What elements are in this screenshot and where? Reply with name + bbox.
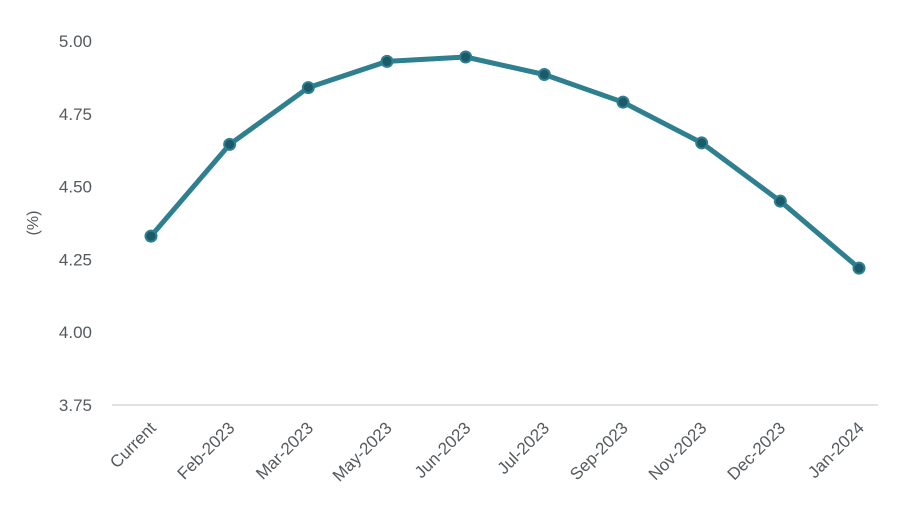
data-point [380, 54, 394, 68]
series-lines [148, 54, 862, 271]
data-point [537, 67, 551, 81]
x-tick-label: Jan-2024 [804, 418, 868, 482]
x-tick-label: Dec-2023 [724, 418, 790, 484]
data-point [852, 261, 866, 275]
data-point [695, 136, 709, 150]
data-point [459, 50, 473, 64]
y-tick-label: 4.25 [59, 250, 92, 269]
data-point [616, 95, 630, 109]
y-tick-label: 3.75 [59, 396, 92, 415]
series-points [144, 50, 866, 275]
x-tick-label: Nov-2023 [645, 418, 711, 484]
y-tick-label: 4.50 [59, 178, 92, 197]
x-tick-label: May-2023 [329, 418, 396, 485]
x-tick-label: Feb-2023 [174, 418, 239, 483]
series-line [148, 54, 862, 271]
data-point [773, 194, 787, 208]
y-tick-label: 5.00 [59, 32, 92, 51]
x-tick-label: Sep-2023 [566, 418, 632, 484]
data-point [144, 229, 158, 243]
y-axis-label: (%) [25, 211, 42, 236]
x-tick-label: Current [106, 418, 160, 472]
x-tick-label: Mar-2023 [252, 418, 317, 483]
x-axis-ticks: Current Feb-2023 Mar-2023 May-2023 Jun-2023 J… [106, 418, 868, 485]
data-point [301, 81, 315, 95]
data-point [223, 137, 237, 151]
x-tick-label: Jun-2023 [411, 418, 475, 482]
y-axis-ticks: 5.00 4.75 4.50 4.25 4.00 3.75 [59, 32, 92, 415]
y-tick-label: 4.75 [59, 105, 92, 124]
y-tick-label: 4.00 [59, 323, 92, 342]
x-tick-label: Jul-2023 [494, 418, 554, 478]
